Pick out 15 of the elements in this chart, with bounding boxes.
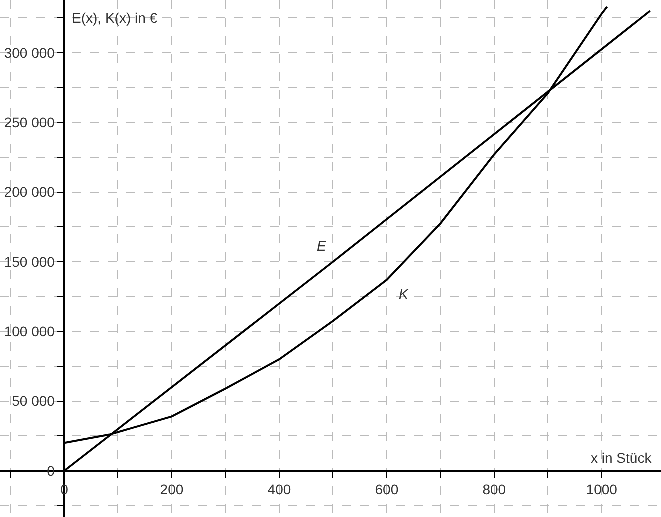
x-tick-label: 1000 (586, 482, 618, 498)
y-tick-label: 50 000 (12, 393, 56, 410)
y-tick-label: 300 000 (4, 44, 56, 61)
x-tick-label: 600 (375, 482, 399, 498)
y-tick-label: 250 000 (4, 114, 56, 131)
y-tick-label: 200 000 (4, 184, 56, 200)
y-axis-title: E(x), K(x) in € (72, 10, 158, 26)
x-axis-title: x in Stück (591, 450, 653, 466)
x-tick-label: 200 (160, 482, 184, 498)
series-label: E (317, 238, 327, 254)
y-tick-label: 100 000 (4, 324, 56, 340)
x-tick-label: 800 (482, 482, 506, 498)
series-label: K (399, 286, 409, 302)
x-tick-label: 400 (268, 482, 292, 498)
y-tick-label: 150 000 (4, 254, 56, 270)
